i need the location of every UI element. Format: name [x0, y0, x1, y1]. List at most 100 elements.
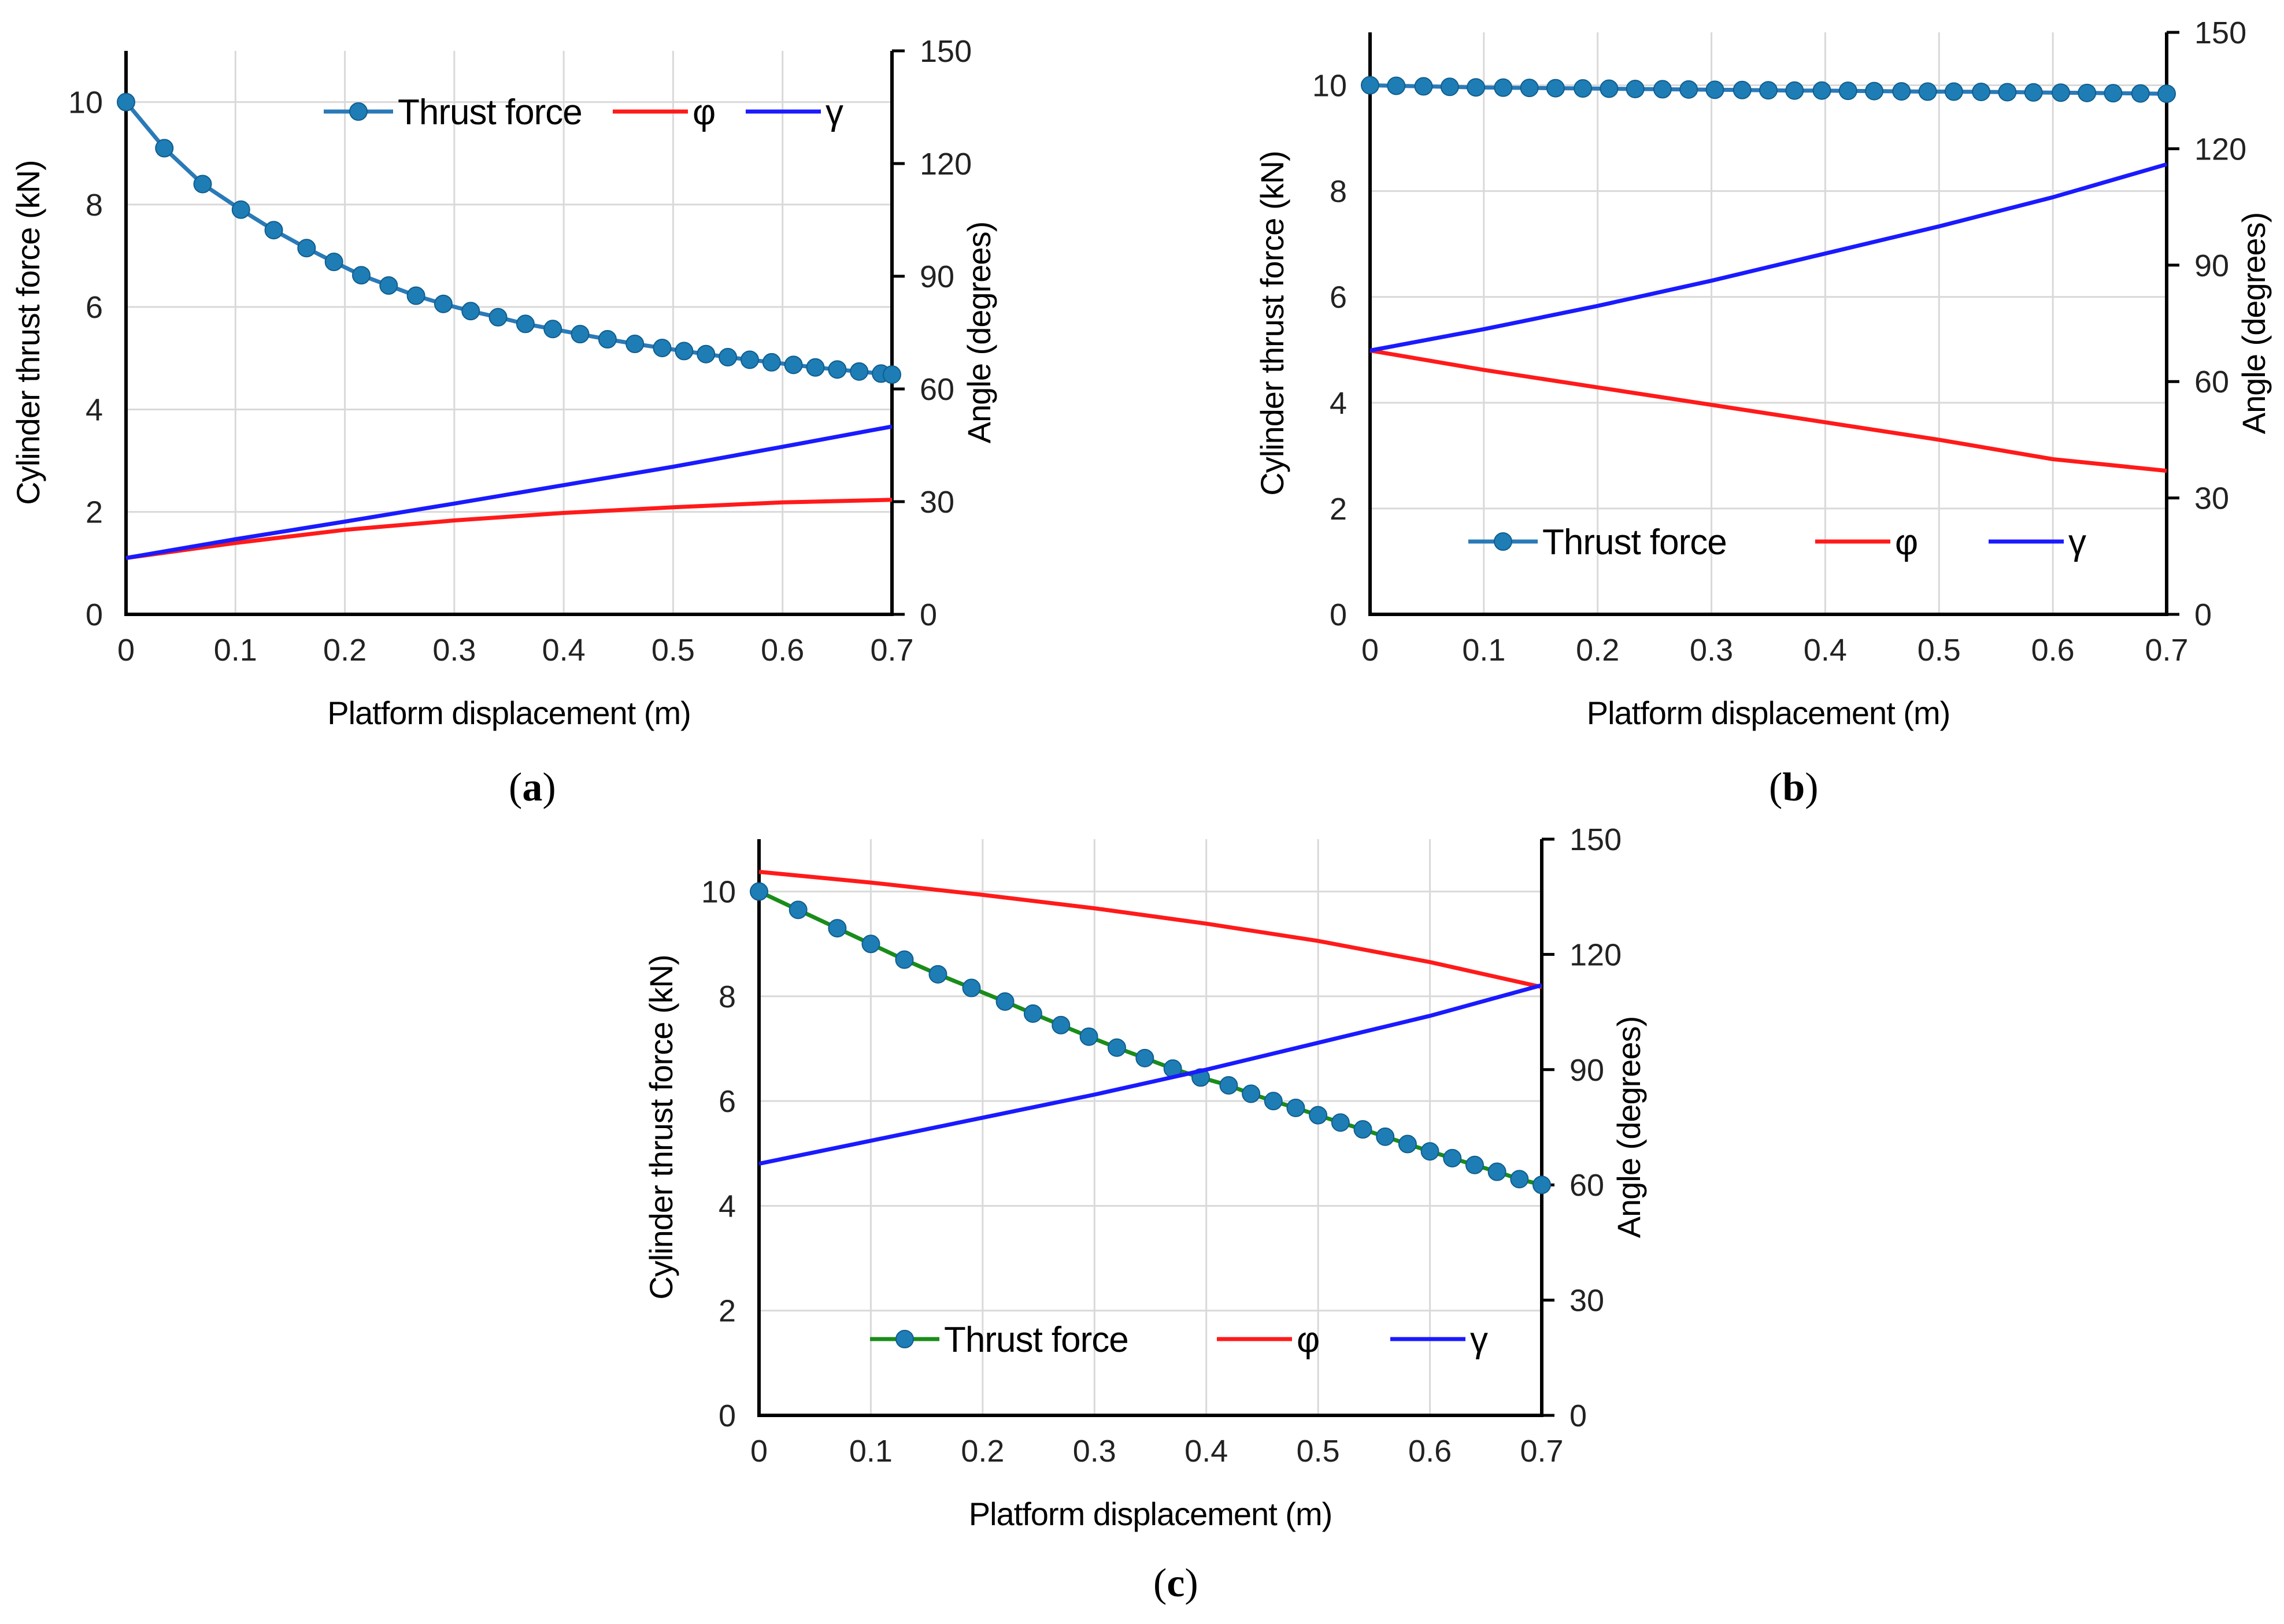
data-point [1759, 81, 1778, 100]
data-point [1574, 79, 1593, 98]
y-tick-label: 8 [86, 188, 103, 223]
data-point [1679, 80, 1698, 99]
caption-letter: b [1782, 765, 1805, 810]
data-point [2024, 83, 2043, 102]
y-tick-label: 0 [86, 598, 103, 632]
data-point [1023, 1004, 1042, 1023]
caption-letter: c [1167, 1561, 1184, 1606]
y-tick-label: 4 [86, 392, 103, 427]
data-point [806, 358, 825, 377]
y2-tick-label: 90 [2194, 249, 2229, 283]
y2-tick-label: 90 [920, 259, 954, 294]
data-point [1972, 82, 1991, 101]
data-point [828, 919, 847, 938]
legend-label: φ [1297, 1320, 1319, 1360]
y2-tick-label: 120 [920, 147, 972, 181]
x-tick-label: 0.3 [432, 633, 476, 668]
x-tick-label: 0.6 [1408, 1434, 1452, 1469]
panel-caption: (c) [1153, 1561, 1198, 1606]
data-point [1510, 1170, 1529, 1189]
axes [1368, 31, 2179, 616]
x-tick-label: 0.2 [323, 633, 367, 668]
data-point [406, 286, 425, 305]
data-point [2104, 84, 2123, 103]
y2-tick-label: 150 [1569, 822, 1622, 857]
data-point [625, 335, 645, 353]
data-series [1361, 76, 2176, 473]
y2-tick-label: 150 [920, 34, 972, 69]
legend-label: φ [1895, 522, 1917, 562]
data-point [895, 950, 914, 969]
legend-marker [349, 102, 368, 121]
y-tick-label: 2 [1330, 492, 1347, 526]
data-point [828, 360, 847, 379]
y2-tick-label: 150 [2194, 16, 2246, 50]
legend-label: γ [2068, 522, 2086, 562]
data-point [543, 320, 562, 339]
x-tick-label: 0.3 [1073, 1434, 1116, 1469]
x-tick-label: 0.1 [214, 633, 257, 668]
axes [757, 837, 1554, 1417]
data-point [995, 992, 1015, 1011]
data-point [697, 344, 716, 364]
legend-label: γ [1470, 1320, 1488, 1360]
data-point [1079, 1027, 1098, 1046]
legend: Thrust force φ γ [870, 1320, 1489, 1360]
x-tick-label: 0.4 [1804, 633, 1847, 668]
data-point [1600, 79, 1619, 98]
data-point [193, 175, 212, 194]
chart-panel-b: 0 0.1 0.2 0.3 0.4 0.5 0.6 0.7024681003060901201… [1254, 16, 2272, 810]
data-point [1387, 76, 1406, 95]
data-point [1398, 1134, 1417, 1154]
x-tick-label: 0.6 [2031, 633, 2075, 668]
y2-tick-label: 60 [920, 372, 954, 407]
y-tick-label: 4 [719, 1189, 736, 1223]
data-point [762, 353, 781, 372]
y-tick-label: 8 [719, 980, 736, 1014]
panel-caption: (b) [1769, 765, 1819, 810]
legend: Thrust force φ γ [1468, 522, 2087, 562]
grid-lines [758, 839, 1543, 1417]
data-point [516, 314, 535, 333]
y2-tick-label: 60 [2194, 365, 2229, 399]
data-point [155, 139, 174, 158]
data-point [750, 882, 768, 901]
legend: Thrust force φ γ [324, 92, 844, 132]
data-point [1135, 1048, 1154, 1067]
data-point [784, 355, 803, 375]
data-point [883, 365, 901, 384]
y-tick-label: 6 [719, 1084, 736, 1119]
y2-tick-label: 0 [1569, 1399, 1587, 1433]
y-tick-label: 0 [719, 1399, 736, 1433]
data-point [1520, 79, 1539, 98]
x-tick-label: 0.1 [849, 1434, 893, 1469]
data-point [1944, 82, 1963, 101]
data-point [488, 307, 508, 327]
y2-axis-title: Angle (degrees) [2235, 213, 2272, 434]
grid-lines [1369, 32, 2168, 616]
x-tick-label: 0.2 [961, 1434, 1004, 1469]
data-point [1264, 1092, 1283, 1111]
x-tick-label: 0.7 [870, 633, 913, 668]
data-point [1465, 1155, 1484, 1174]
x-tick-label: 0.2 [1576, 633, 1619, 668]
y2-tick-label: 30 [920, 485, 954, 520]
series-line-2 [1369, 162, 2167, 353]
data-point [2131, 84, 2150, 103]
y-tick-label: 10 [68, 86, 103, 120]
data-point [1331, 1113, 1350, 1132]
legend-label: Thrust force [944, 1320, 1128, 1360]
y2-tick-label: 30 [2194, 481, 2229, 516]
y2-axis-title: Angle (degrees) [1611, 1017, 1647, 1238]
data-point [231, 200, 250, 219]
y-axis-title: Cylinder thrust force (kN) [1254, 151, 1290, 495]
data-point [1219, 1076, 1238, 1095]
data-point [2078, 83, 2097, 102]
y-tick-label: 4 [1330, 386, 1347, 421]
legend-label: γ [826, 92, 843, 132]
data-point [1838, 81, 1857, 101]
x-tick-label: 0.5 [1297, 1434, 1340, 1469]
x-tick-label: 0.3 [1690, 633, 1733, 668]
x-tick-label: 0 [750, 1434, 768, 1469]
